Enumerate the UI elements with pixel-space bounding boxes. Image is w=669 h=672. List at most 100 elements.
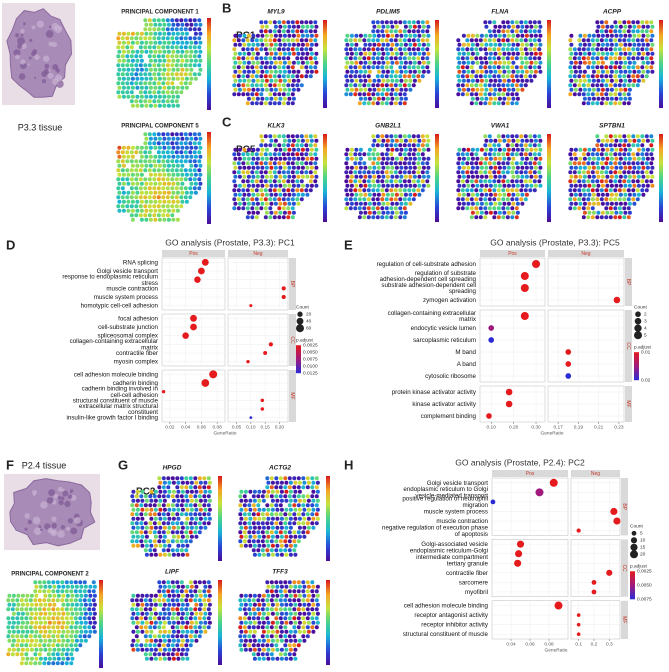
spot <box>529 24 534 29</box>
spot <box>520 156 525 161</box>
spot <box>278 183 283 188</box>
spot <box>641 192 646 197</box>
spot <box>189 163 194 168</box>
x-axis-label: GeneRatio <box>214 430 237 436</box>
spot <box>278 51 283 56</box>
spot <box>306 507 311 512</box>
tissue-texture <box>53 493 59 500</box>
spot <box>254 170 259 175</box>
spot <box>590 215 595 220</box>
spot <box>484 96 489 101</box>
legend-label: 5 <box>640 531 643 537</box>
spot <box>366 83 371 88</box>
spot <box>162 611 167 616</box>
x-tick-label: 0.02 <box>165 424 175 430</box>
spot <box>197 485 202 490</box>
spot <box>274 625 279 630</box>
spot <box>475 201 480 206</box>
spot <box>372 87 377 92</box>
spot <box>180 647 185 652</box>
spot <box>116 204 121 209</box>
tissue-texture <box>22 22 26 26</box>
spot <box>305 42 310 47</box>
spot <box>92 584 97 589</box>
spot <box>197 159 202 164</box>
spot <box>367 78 372 83</box>
spot <box>158 593 163 598</box>
spot <box>394 69 399 74</box>
spot <box>293 647 298 652</box>
spot <box>161 652 166 657</box>
spot <box>487 134 492 139</box>
spot <box>161 607 166 612</box>
spot <box>166 485 171 490</box>
spot <box>572 197 577 202</box>
spot <box>645 51 650 56</box>
spot <box>25 638 30 643</box>
spot <box>144 145 149 150</box>
spot <box>402 92 407 97</box>
spot <box>411 170 416 175</box>
spot <box>475 192 480 197</box>
spot <box>591 174 596 179</box>
spot <box>372 210 377 215</box>
spot <box>282 87 287 92</box>
spot <box>287 192 292 197</box>
spot <box>130 172 135 177</box>
spot <box>622 47 627 52</box>
spot <box>469 83 474 88</box>
spot <box>291 78 296 83</box>
spot <box>299 65 304 70</box>
spot <box>194 593 199 598</box>
spot <box>299 47 304 52</box>
spot <box>408 147 413 152</box>
spot <box>302 611 307 616</box>
spot <box>47 638 52 643</box>
spot <box>641 51 646 56</box>
spot <box>291 138 296 143</box>
spot <box>251 156 256 161</box>
x-tick-label: 0.20 <box>509 424 519 430</box>
spot <box>309 183 314 188</box>
spot <box>242 607 247 612</box>
spot <box>528 161 533 166</box>
spot <box>170 99 175 104</box>
spot <box>384 29 389 34</box>
spot <box>461 183 466 188</box>
spot <box>640 179 645 184</box>
legend-label: 0.0125 <box>303 370 318 376</box>
spot <box>157 154 162 159</box>
spot <box>357 188 362 193</box>
spot <box>135 145 140 150</box>
spot <box>416 38 421 43</box>
spot <box>282 33 287 38</box>
spot <box>393 206 398 211</box>
term-label: focal adhesion <box>118 315 158 322</box>
spot <box>270 638 275 643</box>
spot <box>497 24 502 29</box>
spot <box>617 134 622 139</box>
spot <box>375 134 380 139</box>
spot <box>385 147 390 152</box>
spot <box>393 101 398 106</box>
spot <box>236 92 241 97</box>
spot <box>292 616 297 621</box>
spot <box>288 507 293 512</box>
spot <box>496 47 501 52</box>
spot <box>138 54 143 59</box>
spot <box>292 580 297 585</box>
spot <box>193 503 198 508</box>
spot <box>315 507 320 512</box>
spot <box>291 60 296 65</box>
spot <box>519 179 524 184</box>
spot <box>487 38 492 43</box>
spot <box>284 525 289 530</box>
spot <box>640 143 645 148</box>
spot <box>162 525 167 530</box>
spot <box>126 76 131 81</box>
spot <box>483 134 488 139</box>
spot <box>148 22 153 27</box>
spot <box>505 179 510 184</box>
spot <box>520 147 525 152</box>
spot <box>524 24 529 29</box>
